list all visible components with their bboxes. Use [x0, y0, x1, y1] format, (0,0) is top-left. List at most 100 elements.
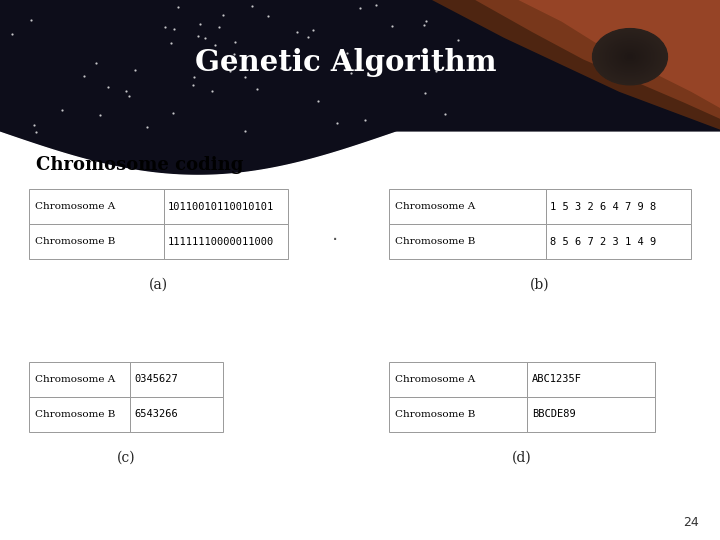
FancyBboxPatch shape — [527, 362, 655, 397]
FancyBboxPatch shape — [546, 224, 691, 259]
Point — [6, 30, 17, 38]
Point — [57, 106, 68, 114]
Point — [173, 3, 184, 11]
Point — [206, 65, 217, 73]
Circle shape — [602, 36, 658, 78]
Point — [189, 72, 200, 81]
Text: (d): (d) — [512, 451, 532, 465]
Text: BBCDE89: BBCDE89 — [531, 409, 575, 420]
FancyBboxPatch shape — [546, 189, 691, 224]
Text: Chromosome A: Chromosome A — [35, 375, 114, 384]
Point — [166, 39, 177, 48]
Point — [370, 1, 382, 9]
Circle shape — [605, 38, 655, 76]
Circle shape — [628, 55, 632, 58]
Circle shape — [626, 54, 634, 59]
Circle shape — [595, 31, 665, 83]
Polygon shape — [432, 0, 720, 130]
Circle shape — [598, 33, 662, 80]
Point — [129, 65, 140, 74]
Point — [239, 73, 251, 82]
Circle shape — [622, 51, 638, 63]
Text: 11111110000011000: 11111110000011000 — [168, 237, 274, 247]
FancyBboxPatch shape — [130, 397, 223, 432]
Point — [206, 87, 217, 96]
Point — [168, 109, 179, 117]
Point — [187, 81, 199, 90]
Circle shape — [593, 29, 667, 85]
Point — [354, 4, 366, 12]
Circle shape — [595, 30, 665, 83]
Point — [307, 25, 319, 34]
Circle shape — [609, 41, 651, 72]
Point — [192, 32, 204, 40]
Point — [387, 22, 398, 31]
Point — [102, 83, 114, 91]
FancyBboxPatch shape — [163, 224, 288, 259]
Circle shape — [624, 52, 636, 61]
Circle shape — [624, 52, 636, 62]
Point — [224, 67, 235, 76]
Circle shape — [600, 35, 660, 79]
Point — [94, 111, 106, 119]
Point — [341, 49, 353, 57]
Text: Chromosome A: Chromosome A — [35, 202, 114, 211]
Point — [246, 2, 258, 10]
FancyBboxPatch shape — [0, 0, 720, 132]
Circle shape — [627, 55, 633, 59]
Point — [123, 91, 135, 100]
FancyBboxPatch shape — [389, 189, 546, 224]
Circle shape — [625, 53, 635, 60]
Point — [452, 36, 464, 44]
Polygon shape — [518, 0, 720, 108]
Point — [291, 28, 302, 36]
Circle shape — [621, 50, 639, 64]
Circle shape — [619, 49, 641, 65]
Point — [302, 33, 313, 42]
FancyBboxPatch shape — [29, 189, 163, 224]
Point — [199, 34, 211, 43]
Text: (b): (b) — [530, 278, 550, 292]
Circle shape — [599, 33, 661, 80]
Circle shape — [629, 56, 631, 57]
Point — [275, 64, 287, 72]
Point — [78, 71, 90, 80]
Point — [25, 16, 37, 24]
Polygon shape — [0, 0, 720, 176]
Circle shape — [601, 35, 659, 78]
Point — [331, 119, 343, 127]
Point — [430, 67, 441, 76]
Circle shape — [604, 37, 656, 76]
Text: 1 5 3 2 6 4 7 9 8: 1 5 3 2 6 4 7 9 8 — [550, 201, 657, 212]
Point — [420, 17, 431, 25]
Circle shape — [618, 48, 642, 66]
Text: 8 5 6 7 2 3 1 4 9: 8 5 6 7 2 3 1 4 9 — [550, 237, 657, 247]
Text: (c): (c) — [117, 451, 135, 465]
Circle shape — [598, 32, 662, 81]
Circle shape — [606, 39, 654, 75]
Point — [418, 21, 430, 29]
Circle shape — [615, 45, 645, 68]
Point — [30, 128, 42, 137]
Text: 0345627: 0345627 — [134, 374, 178, 384]
FancyBboxPatch shape — [130, 362, 223, 397]
FancyBboxPatch shape — [29, 224, 163, 259]
Point — [228, 50, 240, 58]
Point — [312, 97, 323, 105]
Point — [359, 116, 371, 124]
Text: Chromosome A: Chromosome A — [395, 202, 474, 211]
Circle shape — [613, 44, 647, 69]
Text: Chromosome B: Chromosome B — [35, 410, 115, 419]
Point — [213, 23, 225, 31]
Circle shape — [610, 42, 650, 72]
Circle shape — [596, 31, 664, 82]
Point — [159, 23, 171, 31]
FancyBboxPatch shape — [389, 362, 527, 397]
Point — [262, 12, 274, 21]
FancyBboxPatch shape — [29, 397, 130, 432]
Text: ·: · — [332, 231, 338, 250]
Point — [90, 59, 102, 68]
Point — [209, 41, 220, 50]
Text: 10110010110010101: 10110010110010101 — [168, 201, 274, 212]
FancyBboxPatch shape — [163, 189, 288, 224]
